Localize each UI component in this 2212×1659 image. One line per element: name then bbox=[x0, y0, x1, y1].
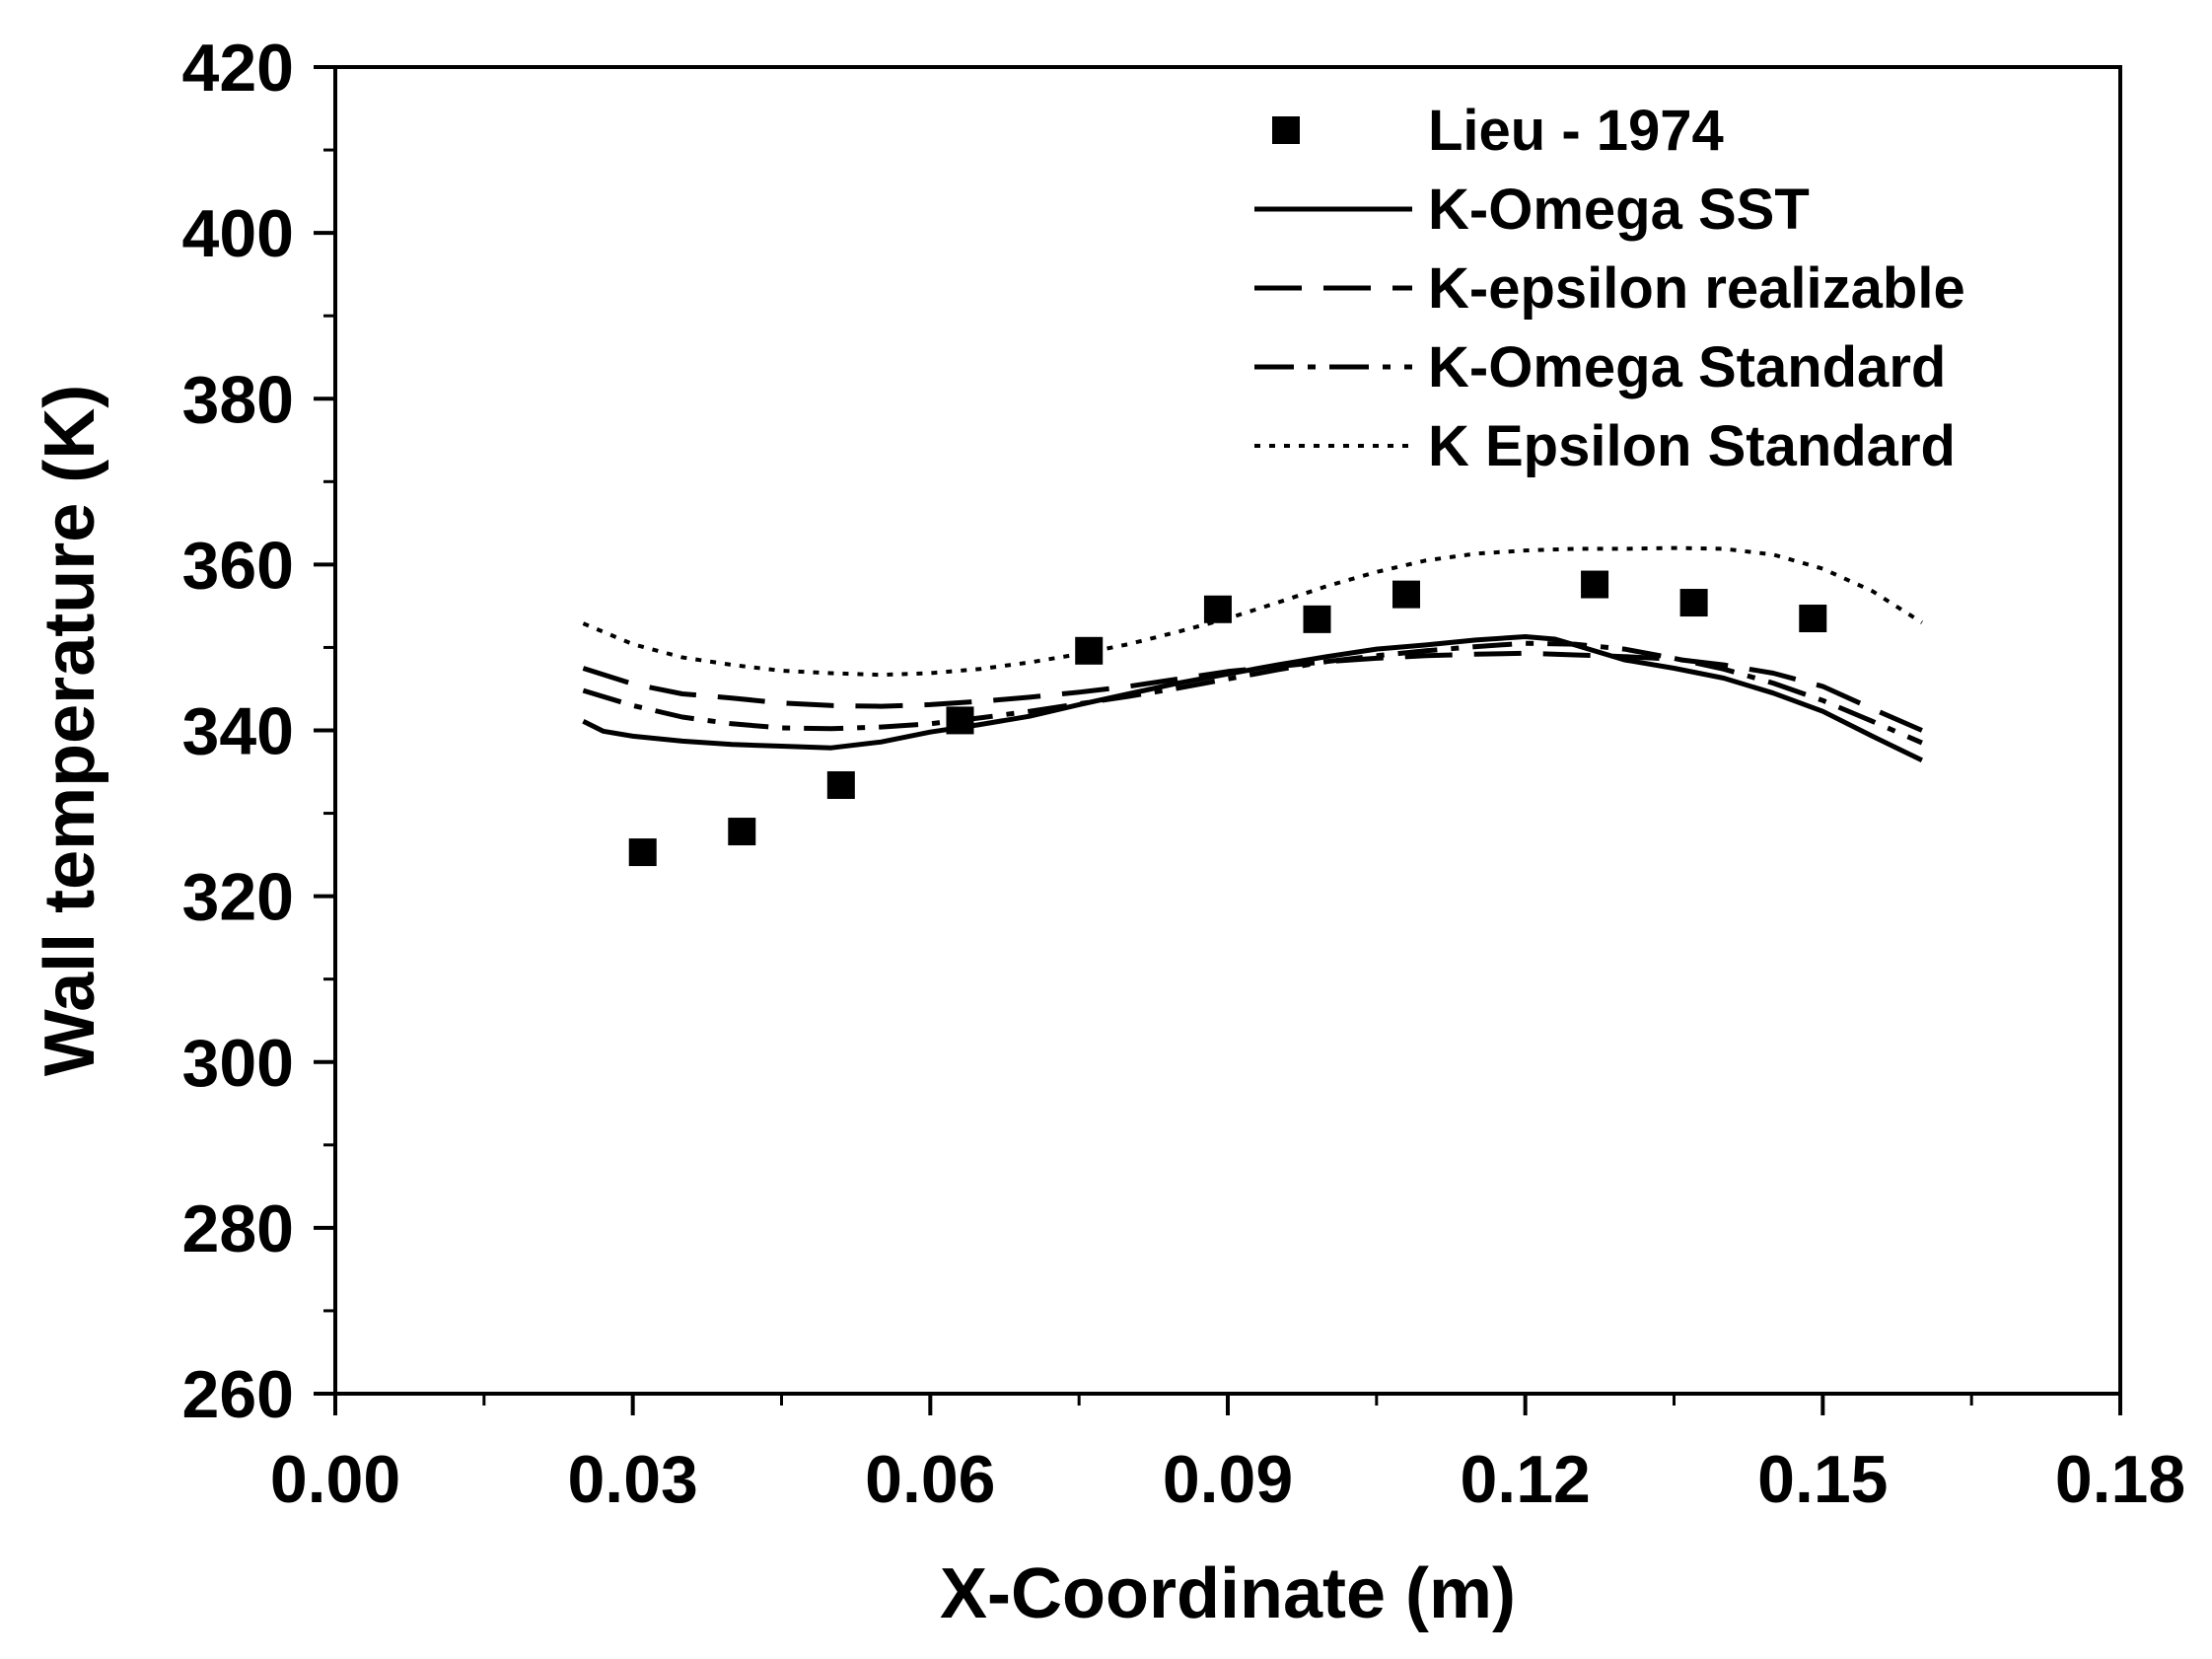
data-point-lieu-1974 bbox=[1303, 605, 1331, 633]
data-point-lieu-1974 bbox=[1679, 589, 1708, 617]
legend-label: Lieu - 1974 bbox=[1428, 99, 1724, 163]
y-tick-label: 320 bbox=[182, 860, 294, 935]
legend: Lieu - 1974 K-Omega SST K-epsilon realizab… bbox=[1254, 99, 1965, 478]
y-tick-label: 380 bbox=[182, 362, 294, 437]
y-tick-label: 300 bbox=[182, 1026, 294, 1101]
x-tick-label: 0.00 bbox=[270, 1442, 400, 1517]
y-tick-label: 360 bbox=[182, 528, 294, 603]
x-tick-label: 0.03 bbox=[567, 1442, 697, 1517]
data-point-lieu-1974 bbox=[1075, 636, 1104, 665]
plot-marks bbox=[582, 545, 1923, 867]
x-tick-label: 0.06 bbox=[865, 1442, 995, 1517]
y-tick-label: 280 bbox=[182, 1191, 294, 1266]
data-point-lieu-1974 bbox=[1392, 580, 1420, 609]
x-tick-label: 0.15 bbox=[1757, 1442, 1888, 1517]
y-axis-title: Wall temperature (K) bbox=[31, 385, 109, 1076]
data-point-lieu-1974 bbox=[728, 818, 756, 846]
legend-label: K Epsilon Standard bbox=[1428, 414, 1956, 478]
data-point-lieu-1974 bbox=[1581, 570, 1609, 599]
y-tick-label: 340 bbox=[182, 694, 294, 769]
legend-label: K-epsilon realizable bbox=[1428, 256, 1965, 321]
legend-marker-lieu-1974 bbox=[1272, 116, 1300, 144]
x-axis-title: X-Coordinate (m) bbox=[940, 1554, 1516, 1633]
legend-label: K-Omega SST bbox=[1428, 178, 1810, 242]
legend-label: K-Omega Standard bbox=[1428, 335, 1946, 399]
y-tick-label: 260 bbox=[182, 1357, 294, 1432]
data-point-lieu-1974 bbox=[1799, 605, 1827, 633]
series-line-k-omega-standard bbox=[582, 640, 1923, 746]
series-line-k-epsilon-realizable bbox=[582, 650, 1923, 733]
axes: 0.00 0.03 0.06 0.09 0.12 0.15 0.18 260 280 300 320… bbox=[31, 31, 2185, 1633]
x-tick-label: 0.12 bbox=[1460, 1442, 1590, 1517]
x-tick-label: 0.18 bbox=[2055, 1442, 2185, 1517]
x-tick-label: 0.09 bbox=[1163, 1442, 1293, 1517]
y-tick-label: 420 bbox=[182, 31, 294, 106]
data-point-lieu-1974 bbox=[826, 770, 855, 799]
data-point-lieu-1974 bbox=[628, 838, 657, 867]
series-line-k-omega-sst bbox=[582, 634, 1923, 763]
y-tick-label: 400 bbox=[182, 196, 294, 271]
series-line-k-epsilon-standard bbox=[582, 545, 1923, 678]
